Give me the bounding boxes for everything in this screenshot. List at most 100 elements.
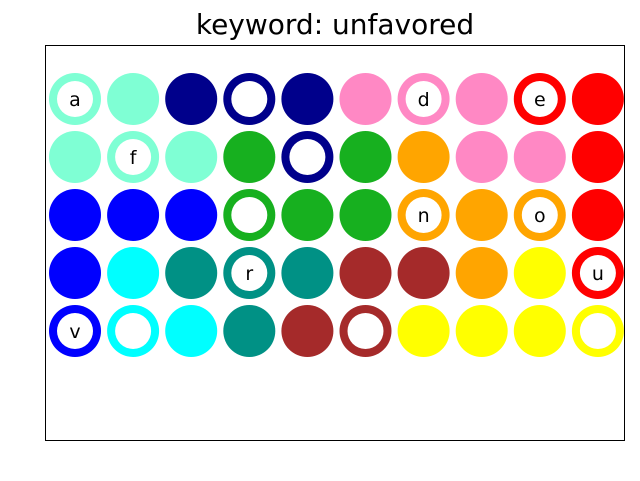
ring-hole — [231, 255, 268, 291]
board-cell-r5-c6[interactable] — [339, 305, 392, 357]
solid-tile — [339, 73, 392, 125]
solid-tile — [281, 247, 334, 299]
board-cell-r2-c4[interactable] — [223, 131, 276, 183]
board-cell-r4-c3[interactable] — [165, 247, 218, 299]
board-cell-r3-c2[interactable] — [107, 189, 160, 241]
solid-tile — [513, 247, 566, 299]
board-cell-r3-c3[interactable] — [165, 189, 218, 241]
ring-hole — [57, 313, 93, 349]
board-cell-r1-c8[interactable] — [455, 73, 508, 125]
board-cell-r5-c8[interactable] — [455, 305, 508, 357]
board-cell-r2-c3[interactable] — [165, 131, 218, 183]
solid-tile — [397, 305, 450, 357]
board-cell-r3-c5[interactable] — [281, 189, 334, 241]
board-cell-r5-c10[interactable] — [571, 305, 624, 357]
solid-tile — [165, 305, 218, 357]
solid-tile — [281, 305, 334, 357]
board-cell-r5-c5[interactable] — [281, 305, 334, 357]
puzzle-title: keyword: unfavored — [195, 8, 475, 41]
board-cell-r4-c9[interactable] — [513, 247, 566, 299]
board-cell-r3-c8[interactable] — [455, 189, 508, 241]
ring-hole — [405, 197, 442, 233]
tile-letter: f — [130, 147, 138, 169]
solid-tile — [513, 305, 566, 357]
solid-tile — [49, 131, 101, 183]
solid-tile — [281, 189, 334, 241]
tile-letter: d — [418, 89, 430, 111]
board-cell-r1-c4[interactable] — [223, 73, 276, 125]
solid-tile — [107, 247, 160, 299]
solid-tile — [397, 247, 450, 299]
tile-letter: o — [534, 205, 546, 227]
board-cell-r5-c2[interactable] — [107, 305, 160, 357]
solid-tile — [165, 247, 218, 299]
solid-tile — [339, 131, 392, 183]
board-cell-r5-c9[interactable] — [513, 305, 566, 357]
board-cell-r2-c7[interactable] — [397, 131, 450, 183]
board-cell-r1-c5[interactable] — [281, 73, 334, 125]
board-cell-r1-c1[interactable]: a — [49, 73, 101, 125]
ring-hole — [521, 81, 558, 117]
tile-letter: e — [534, 89, 546, 111]
board-cell-r2-c5[interactable] — [281, 131, 334, 183]
tile-letter: v — [69, 321, 80, 343]
board-cell-r3-c4[interactable] — [223, 189, 276, 241]
solid-tile — [455, 73, 508, 125]
solid-tile — [571, 73, 624, 125]
ring-hole — [115, 313, 152, 349]
board-cell-r1-c7[interactable]: d — [397, 73, 450, 125]
board-cell-r3-c10[interactable] — [571, 189, 624, 241]
board-cell-r4-c6[interactable] — [339, 247, 392, 299]
board-cell-r4-c5[interactable] — [281, 247, 334, 299]
solid-tile — [455, 247, 508, 299]
board-cell-r3-c9[interactable]: o — [513, 189, 566, 241]
board-cell-r4-c2[interactable] — [107, 247, 160, 299]
ring-hole — [579, 313, 616, 349]
solid-tile — [281, 73, 334, 125]
solid-tile — [107, 189, 160, 241]
solid-tile — [165, 131, 218, 183]
board-cell-r5-c4[interactable] — [223, 305, 276, 357]
board-cell-r3-c7[interactable]: n — [397, 189, 450, 241]
board-cell-r4-c10[interactable]: u — [571, 247, 624, 299]
game-board: a d e f n o r u v — [45, 45, 625, 441]
solid-tile — [571, 131, 624, 183]
solid-tile — [397, 131, 450, 183]
solid-tile — [571, 189, 624, 241]
tile-letter: u — [592, 263, 604, 285]
board-cell-r2-c2[interactable]: f — [107, 131, 160, 183]
board-cell-r3-c1[interactable] — [49, 189, 101, 241]
board-cell-r3-c6[interactable] — [339, 189, 392, 241]
board-cell-r5-c3[interactable] — [165, 305, 218, 357]
board-cell-r2-c9[interactable] — [513, 131, 566, 183]
solid-tile — [455, 305, 508, 357]
solid-tile — [339, 247, 392, 299]
solid-tile — [223, 131, 276, 183]
ring-hole — [579, 255, 616, 291]
ring-hole — [231, 197, 268, 233]
tile-letter: a — [69, 89, 81, 111]
board-cell-r5-c7[interactable] — [397, 305, 450, 357]
board-cell-r1-c9[interactable]: e — [513, 73, 566, 125]
board-cell-r4-c7[interactable] — [397, 247, 450, 299]
solid-tile — [223, 305, 276, 357]
ring-hole — [115, 139, 152, 175]
ring-hole — [289, 139, 326, 175]
board-cell-r2-c8[interactable] — [455, 131, 508, 183]
solid-tile — [513, 131, 566, 183]
board-cell-r4-c8[interactable] — [455, 247, 508, 299]
ring-hole — [405, 81, 442, 117]
board-cell-r2-c1[interactable] — [49, 131, 101, 183]
board-cell-r1-c6[interactable] — [339, 73, 392, 125]
board-cell-r1-c2[interactable] — [107, 73, 160, 125]
board-cell-r4-c1[interactable] — [49, 247, 101, 299]
board-cell-r1-c10[interactable] — [571, 73, 624, 125]
board-cell-r4-c4[interactable]: r — [223, 247, 276, 299]
board-cell-r2-c6[interactable] — [339, 131, 392, 183]
ring-hole — [231, 81, 268, 117]
solid-tile — [455, 131, 508, 183]
board-cell-r1-c3[interactable] — [165, 73, 218, 125]
board-cell-r5-c1[interactable]: v — [49, 305, 101, 357]
board-cell-r2-c10[interactable] — [571, 131, 624, 183]
